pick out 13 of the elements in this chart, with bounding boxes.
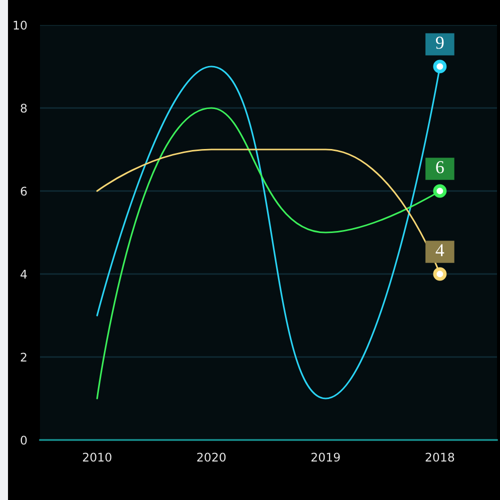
data-label: 6 <box>436 161 444 174</box>
y-tick-label: 4 <box>20 270 27 278</box>
x-tick-label: 2019 <box>311 452 340 462</box>
data-label: 9 <box>436 36 444 49</box>
x-tick-label: 2010 <box>82 452 112 462</box>
data-label: 4 <box>436 244 444 256</box>
y-tick-label: 0 <box>20 436 27 445</box>
y-tick-label: 6 <box>20 186 27 196</box>
y-tick-label: 8 <box>20 104 27 113</box>
y-tick-label: 2 <box>20 352 26 362</box>
x-tick-label: 2018 <box>426 452 454 462</box>
y-tick-label: 10 <box>14 20 27 30</box>
x-tick-label: 2020 <box>197 452 226 462</box>
